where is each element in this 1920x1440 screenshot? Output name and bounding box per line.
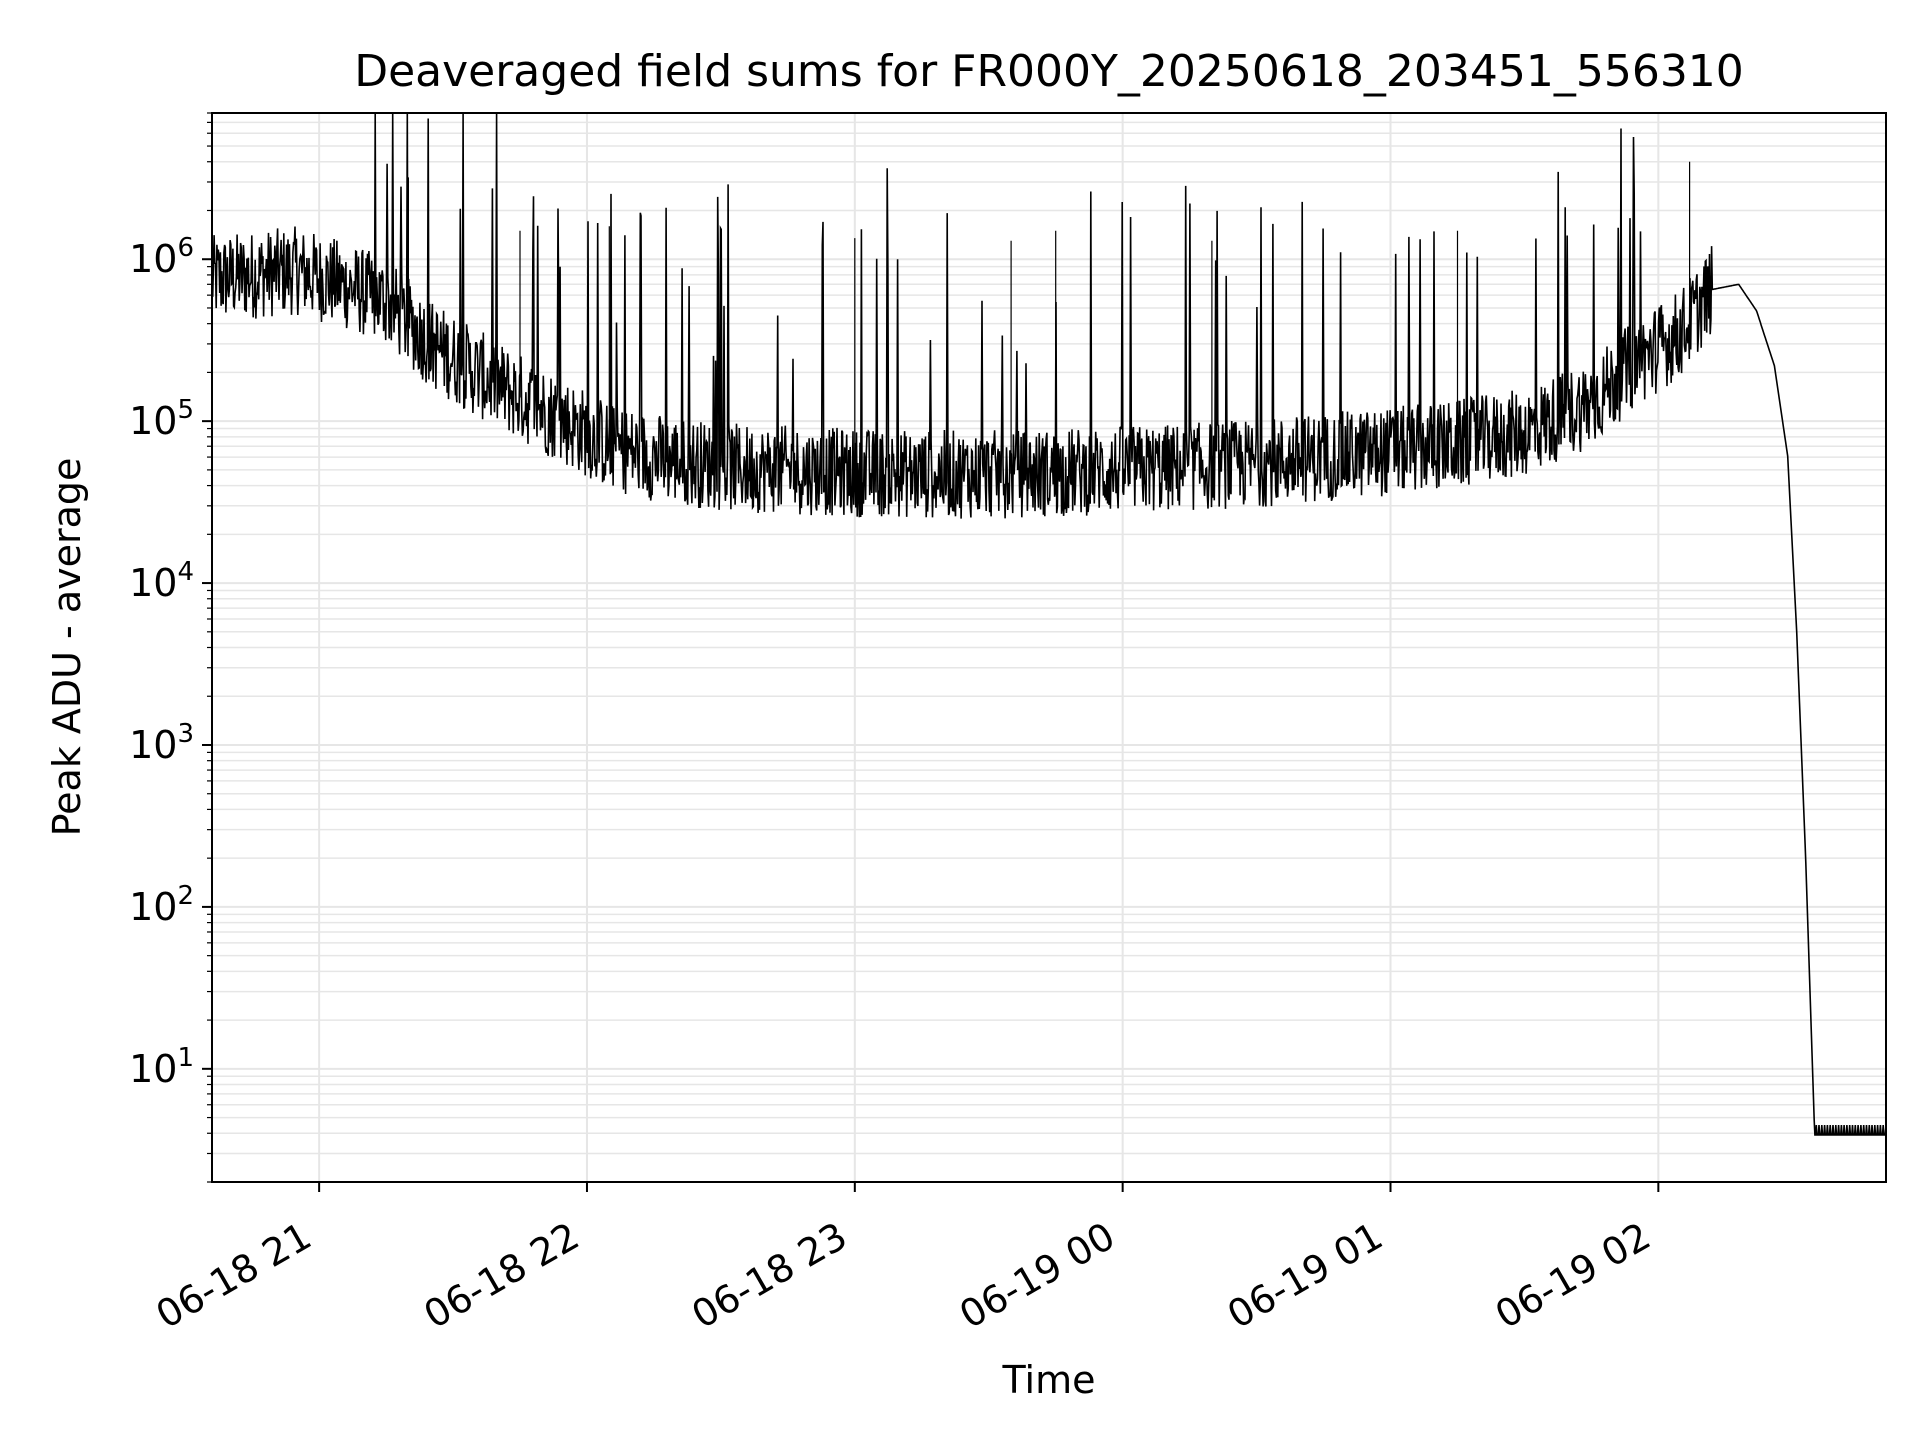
- y-axis-label: Peak ADU - average: [45, 458, 89, 837]
- grid: [212, 112, 1886, 1183]
- y-tick-label: 106: [129, 233, 194, 281]
- y-tick-label: 102: [129, 881, 194, 929]
- series-line: [211, 112, 1887, 1136]
- y-tick-label: 103: [129, 719, 194, 767]
- plot-area: [211, 112, 1887, 1136]
- y-axis: 101 102 103 104 105 106: [129, 112, 212, 1183]
- y-tick-label: 101: [129, 1043, 194, 1091]
- chart-title: Deaveraged field sums for FR000Y_2025061…: [354, 46, 1744, 97]
- y-tick-label: 104: [129, 557, 194, 605]
- x-axis-label: Time: [1002, 1358, 1096, 1402]
- y-tick-label: 105: [129, 395, 194, 443]
